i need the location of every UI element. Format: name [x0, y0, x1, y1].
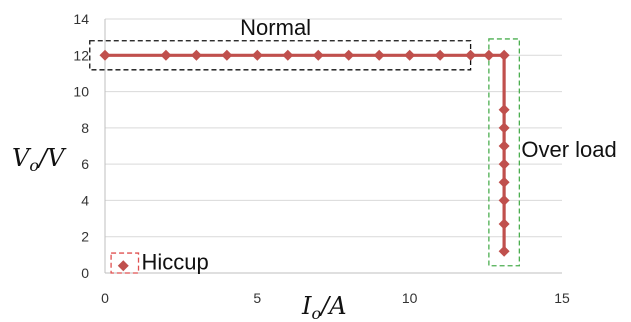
axes [104, 19, 562, 274]
data-point [312, 49, 324, 61]
x-tick-label: 15 [554, 290, 570, 306]
gridlines [105, 18, 562, 238]
region-label: Normal [240, 15, 311, 40]
y-tick-label: 8 [81, 120, 89, 136]
data-point [465, 49, 477, 61]
data-point [404, 49, 416, 61]
series-line [105, 53, 506, 252]
data-point [343, 49, 355, 61]
annotation-regions: Normal Over load Hiccup [89, 15, 617, 274]
data-point [498, 218, 510, 230]
y-tick-label: 6 [81, 156, 89, 172]
data-point [498, 140, 510, 152]
region-box [110, 252, 140, 274]
data-point [498, 122, 510, 134]
data-point [373, 49, 385, 61]
region-box [488, 38, 520, 267]
x-tick-label: 5 [253, 290, 261, 306]
data-point [190, 49, 202, 61]
region-label: Over load [521, 137, 616, 162]
x-tick-label: 10 [402, 290, 418, 306]
data-point [498, 245, 510, 257]
data-point [498, 104, 510, 116]
x-tick-labels: 0 5 10 15 [101, 290, 570, 306]
y-tick-label: 12 [73, 47, 89, 63]
y-tick-label: 0 [81, 265, 89, 281]
data-point [498, 194, 510, 206]
data-point [483, 49, 495, 61]
data-point [434, 49, 446, 61]
region-label: Hiccup [142, 249, 209, 274]
y-axis-label: Vo/V [12, 144, 67, 175]
data-point [282, 49, 294, 61]
y-tick-label: 2 [81, 229, 89, 245]
data-point [251, 49, 263, 61]
y-tick-label: 14 [73, 11, 89, 27]
data-point [498, 158, 510, 170]
y-tick-labels: 0 2 4 6 8 10 12 14 [73, 11, 89, 281]
data-point [221, 49, 233, 61]
y-tick-label: 10 [73, 84, 89, 100]
data-point [99, 49, 111, 61]
data-point [160, 49, 172, 61]
y-tick-label: 4 [81, 192, 89, 208]
data-point [498, 49, 510, 61]
data-point [498, 176, 510, 188]
series-layer [99, 49, 510, 272]
data-point [117, 260, 129, 272]
x-axis-label: Io/A [301, 292, 347, 322]
x-tick-label: 0 [101, 290, 109, 306]
